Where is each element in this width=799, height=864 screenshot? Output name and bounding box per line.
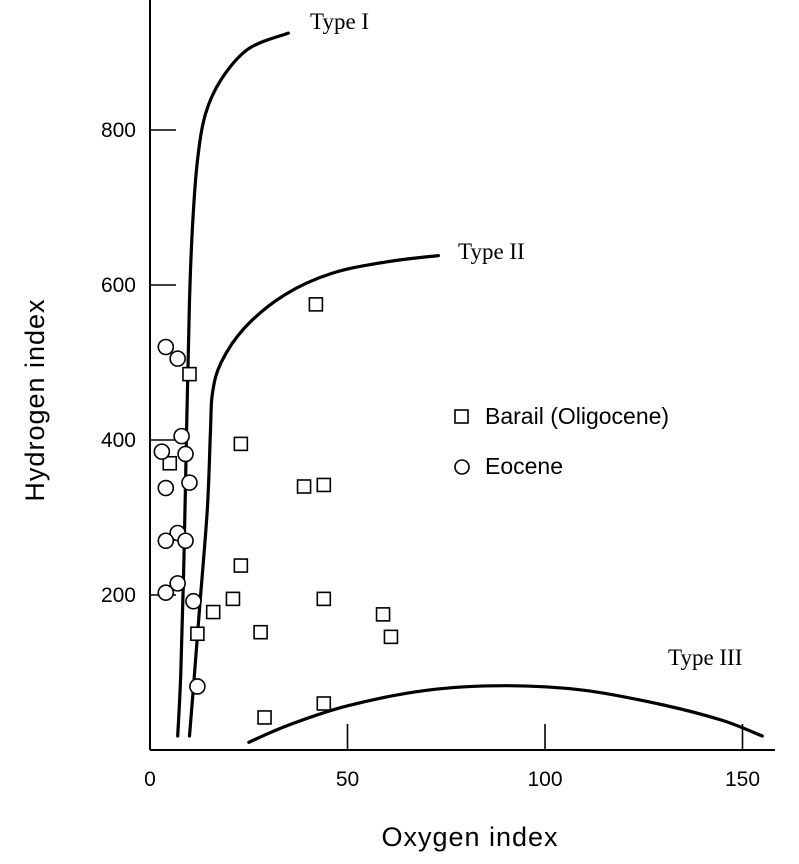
barail-point [296, 479, 312, 494]
barail-point [308, 297, 324, 312]
y-tick-label-200: 200 [101, 584, 136, 607]
barail-point [253, 624, 268, 640]
eocene-point [157, 532, 175, 550]
y-tick-label-400: 400 [101, 429, 136, 452]
eocene-point [169, 350, 186, 367]
eocene-point [181, 474, 198, 491]
barail-point [257, 710, 272, 725]
barail-point [233, 436, 249, 452]
barail-point [316, 477, 332, 493]
barail-point [205, 604, 221, 620]
barail-point [190, 626, 205, 642]
x-tick-label-0: 0 [144, 768, 156, 791]
curve-type-ii [187, 254, 440, 738]
eocene-point [177, 532, 194, 550]
y-axis-title: Hydrogen index [20, 298, 50, 501]
barail-point [383, 629, 399, 645]
curve-label-type-i: Type I [310, 9, 369, 34]
barail-point [182, 366, 197, 382]
barail-point [316, 696, 332, 711]
x-tick-label-50: 50 [336, 768, 359, 791]
eocene-point [157, 338, 175, 356]
data-points [153, 297, 399, 725]
kerogen-type-curves [176, 31, 764, 744]
barail-point [316, 591, 332, 607]
barail-point [233, 558, 249, 573]
barail-point [375, 607, 391, 622]
y-axis-ticks: 200 400 600 800 [101, 119, 176, 607]
legend: Barail (Oligocene) Eocene [454, 403, 669, 479]
eocene-point [157, 479, 175, 497]
barail-point [225, 591, 241, 607]
eocene-point [153, 443, 171, 460]
eocene-point [157, 584, 175, 601]
legend-circle-marker [454, 459, 470, 475]
legend-square-marker [454, 409, 469, 424]
x-axis-title: Oxygen index [381, 822, 558, 852]
y-tick-label-800: 800 [101, 119, 136, 142]
eocene-point [177, 445, 194, 463]
curve-label-type-ii: Type II [458, 239, 525, 264]
legend-label-barail: Barail (Oligocene) [485, 403, 669, 429]
curve-label-type-iii: Type III [668, 645, 742, 670]
y-tick-label-600: 600 [101, 274, 136, 297]
eocene-point [185, 592, 202, 610]
x-tick-label-100: 100 [527, 768, 562, 791]
legend-label-eocene: Eocene [485, 453, 563, 479]
eocene-point [169, 575, 186, 592]
eocene-point [173, 427, 190, 445]
curve-type-iii [247, 684, 764, 744]
barail-point [162, 455, 178, 471]
curve-type-i [176, 31, 290, 738]
x-tick-label-150: 150 [725, 768, 760, 791]
eocene-point [189, 678, 206, 695]
x-axis-ticks: 0 50 100 150 [144, 724, 760, 791]
